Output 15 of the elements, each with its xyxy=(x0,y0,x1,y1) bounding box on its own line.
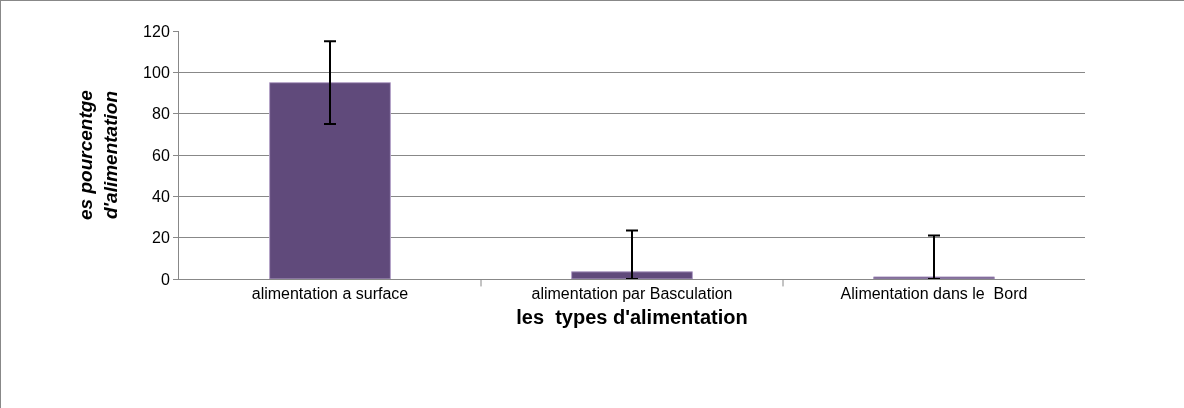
y-tick-label: 20 xyxy=(152,229,170,247)
bar xyxy=(571,271,693,279)
x-tick-label: Alimentation dans le Bord xyxy=(840,285,1028,303)
y-tick-label: 0 xyxy=(160,270,170,288)
y-tick-label: 60 xyxy=(152,146,170,164)
x-tick-label: alimentation a surface xyxy=(251,285,409,303)
x-axis-title: les types d'alimentation xyxy=(516,305,748,328)
y-tick-label: 120 xyxy=(143,22,170,40)
y-tick-label: 80 xyxy=(152,105,170,123)
y-tick-label: 40 xyxy=(152,187,170,205)
y-tick-label: 100 xyxy=(143,63,170,81)
bar xyxy=(873,276,995,279)
y-axis-title: es pourcentge d'alimentation xyxy=(75,89,121,220)
bar xyxy=(269,82,391,279)
x-tick-label: alimentation par Basculation xyxy=(531,285,733,303)
